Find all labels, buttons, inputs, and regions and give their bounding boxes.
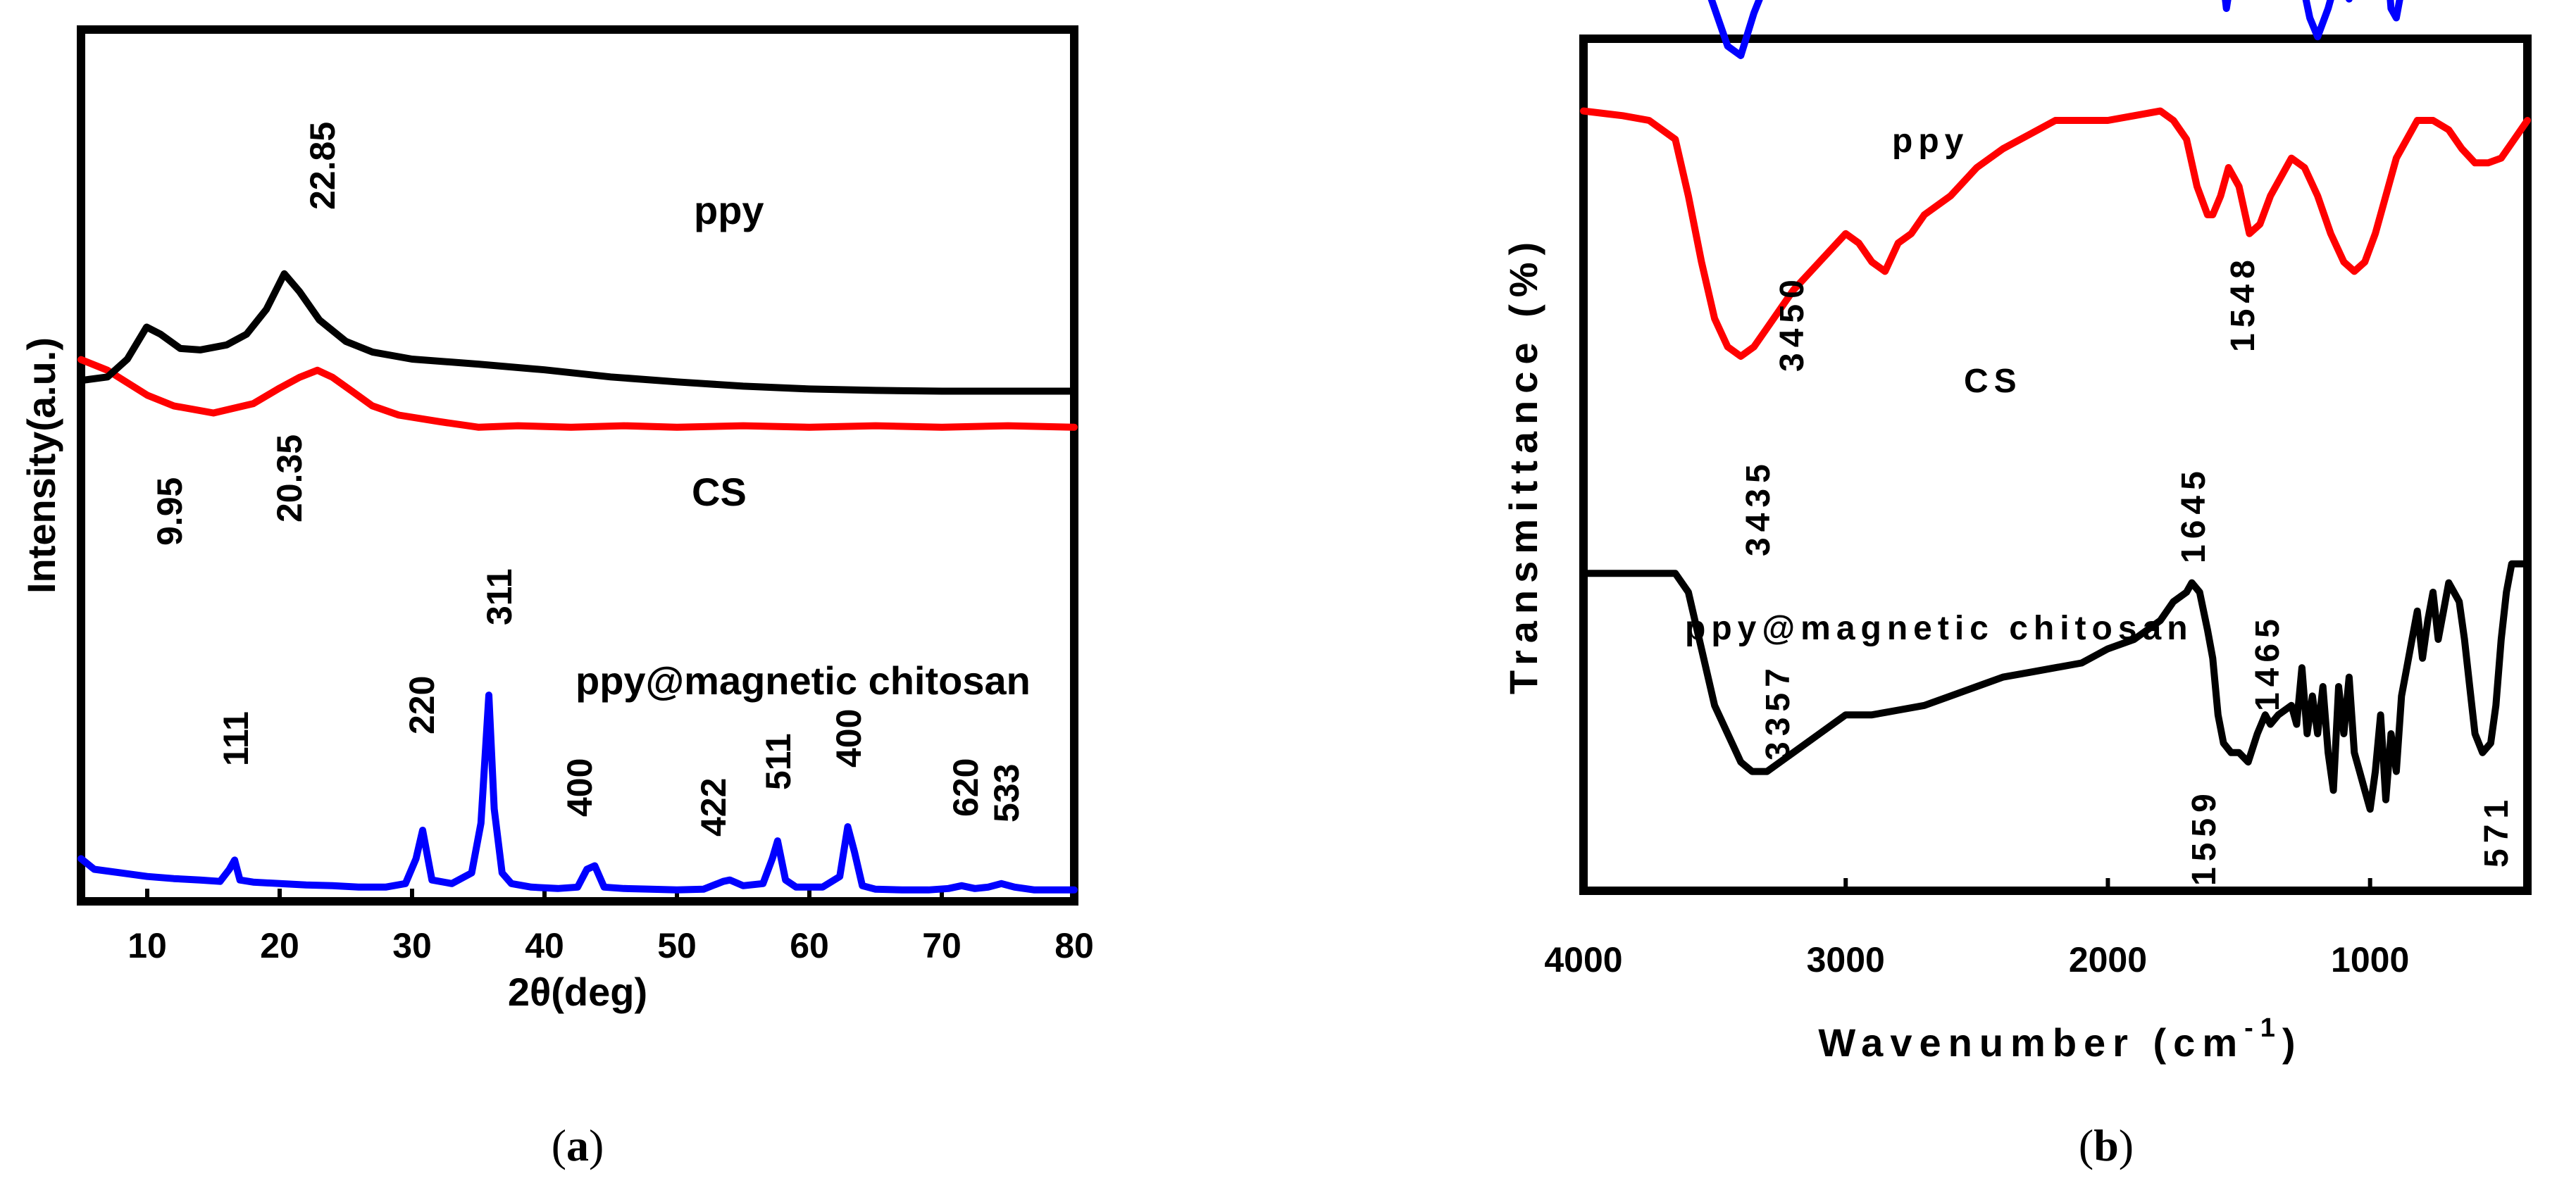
series-label-ppy-magnetic-chitosan: ppy@magnetic chitosan [575,658,1031,703]
panel-b-series-line-ppy [1707,0,2403,59]
panel-a-x-tick-label: 50 [657,926,697,965]
series-label-ppy: ppy [694,188,764,232]
panel-a-x-tick-label: 40 [525,926,564,965]
panel-b-x-tick-label: 4000 [1544,940,1622,979]
panel-b-series-labels: ppy CS ppy@magnetic chitosan [1685,123,2194,647]
panel-b-x-ticks: 4000 3000 2000 1000 [1544,878,2409,979]
panel-a-series [77,270,1078,894]
peak-label-511: 511 [759,733,798,790]
peak-label-111: 111 [216,711,256,766]
panel-b-x-tick-label: 1000 [2331,940,2409,979]
peak-label-620: 620 [946,758,985,817]
peak-label-422: 422 [694,778,733,837]
peak-label-composite-1559: 1559 [2186,788,2223,886]
series-label-ppy: ppy [1892,123,1969,160]
panel-b-caption: (b) [2079,1120,2134,1170]
panel-b-x-tick-label: 3000 [1807,940,1885,979]
panel-b-x-tick-label: 2000 [2069,940,2147,979]
peak-label-composite-571: 571 [2478,794,2515,868]
panel-a-x-tick-label: 60 [790,926,829,965]
panel-a-series-line-ppy [77,356,1078,431]
peak-label-composite-3357: 3357 [1760,663,1797,760]
panel-a-x-axis-title: 2θ(deg) [508,970,647,1014]
panel-a-x-tick-label: 20 [260,926,299,965]
panel-a-plot-frame [77,25,1078,906]
panel-a-series-line-cs [77,270,1078,395]
panel-a-series-line-ppy-magnetic-chitosan [77,691,1078,894]
peak-label-cs-20-35: 20.35 [270,434,309,522]
panel-b-peak-labels: 3450 1548 3435 1645 3357 1465 1559 571 [1740,254,2515,886]
series-label-ppy-magnetic-chitosan: ppy@magnetic chitosan [1685,610,2194,647]
panel-a-y-axis-title: Intensity(a.u.) [19,337,63,594]
peak-label-ppy-1548: 1548 [2225,254,2262,352]
panel-a-peak-labels: 22.85 9.95 20.35 111 220 311 400 422 511… [150,122,1026,837]
panel-b-plot-frame [1579,35,2532,895]
panel-b-series-line-ppy-magnetic-chitosan [1580,560,2531,813]
panel-b-ftir: 4000 3000 2000 1000 3450 1548 3435 1645 335… [1501,0,2532,1170]
panel-b-x-axis-title: Wavenumber (cm-1) [1818,1013,2302,1065]
panel-b-series-line-cs [1580,107,2531,360]
panel-a-series-labels: ppy CS ppy@magnetic chitosan [575,188,1031,703]
panel-a-xrd: 10 20 30 40 50 60 70 80 22.85 9.95 20.35 111 22… [19,25,1094,1170]
peak-label-533: 533 [987,764,1026,822]
peak-label-cs-9-95: 9.95 [150,477,189,546]
panel-a-caption: (a) [552,1120,604,1170]
panel-a-x-tick-label: 10 [127,926,167,965]
panel-a-x-tick-label: 70 [922,926,962,965]
peak-label-220: 220 [402,676,442,734]
peak-label-400-a: 400 [560,758,599,817]
series-label-cs: CS [692,470,747,514]
panel-b-series [1580,0,2531,813]
panel-a-x-tick-label: 30 [392,926,432,965]
panel-b-y-axis-title: Transmittance (%) [1501,235,1545,694]
peak-label-311: 311 [480,568,519,625]
peak-label-400-b: 400 [829,709,869,768]
series-label-cs: CS [1964,363,2022,400]
peak-label-cs-1645: 1645 [2175,465,2213,563]
peak-label-ppy-22-85: 22.85 [303,122,342,210]
panel-a-x-tick-label: 80 [1054,926,1094,965]
peak-label-composite-1465: 1465 [2249,613,2286,711]
peak-label-cs-3435: 3435 [1740,458,1777,556]
panel-a-x-ticks: 10 20 30 40 50 60 70 80 [127,889,1094,965]
peak-label-ppy-3450: 3450 [1774,274,1811,372]
